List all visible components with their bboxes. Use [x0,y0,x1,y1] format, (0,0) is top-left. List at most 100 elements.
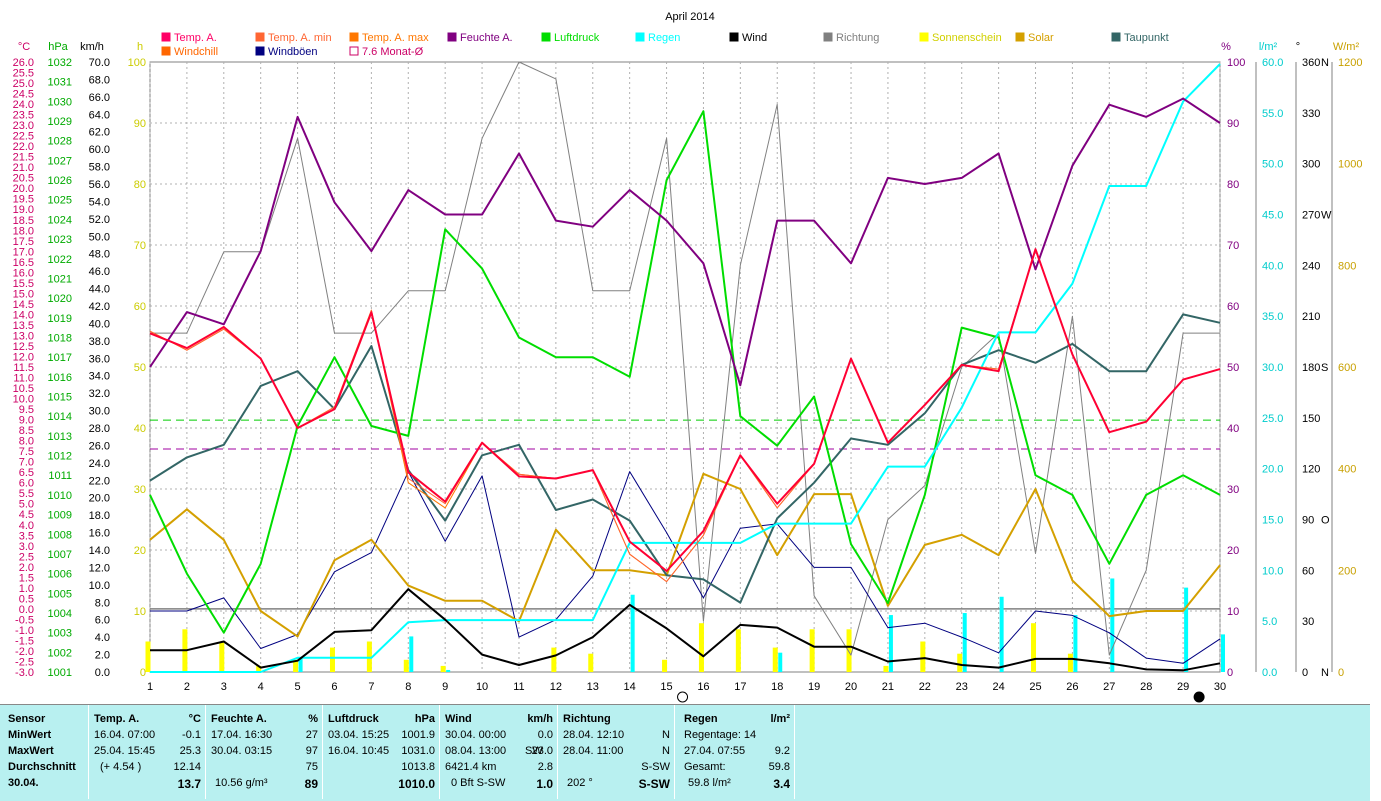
pressure-axis-tick: 1011 [48,470,72,482]
x-tick-label: 29 [1177,681,1189,693]
rain-days: Regentage: 14 [684,729,757,741]
x-tick-label: 23 [956,681,968,693]
bar-sonnenschein [1067,653,1073,672]
rain-axis-tick: 0.0 [1262,667,1277,679]
temp-title: Temp. A. [94,713,140,725]
wind-axis-tick: 20.0 [89,493,110,505]
temp-axis-tick: 19.0 [13,204,34,216]
humidity-unit: % [308,713,318,725]
bar-sonnenschein [219,641,225,672]
temp-axis-tick: 3.5 [19,530,34,542]
legend-label: Temp. A. min [268,32,332,44]
humidity-min-val: 27 [305,729,318,741]
x-tick-label: 30 [1214,681,1226,693]
legend-swatch [541,32,551,42]
legend-swatch [255,32,265,42]
bar-sonnenschein [256,665,262,672]
sun-axis-tick: 30 [134,484,146,496]
pressure-axis-tick: 1001 [48,667,72,679]
humidity-avg-val: 75 [305,761,318,773]
x-tick-label: 14 [624,681,636,693]
temp-axis-tick: 1.0 [19,583,34,595]
temp-axis-tick: 0.5 [19,593,34,605]
temp-axis-tick: 18.0 [13,225,34,237]
wind-unit: km/h [527,713,553,725]
direction-axis-tick: 150 [1302,413,1320,425]
stats-labels: Sensor MinWert MaxWert Durchschnitt 30.0… [0,705,89,799]
bar-sonnenschein [920,641,926,672]
wind-axis-tick: 32.0 [89,388,110,400]
temp-axis-tick: 2.0 [19,562,34,574]
humidity-max-val: 97 [305,745,318,757]
x-tick-label: 22 [919,681,931,693]
bar-sonnenschein [698,623,704,672]
bar-regen [1073,615,1078,672]
humidity-axis-tick: 20 [1227,545,1239,557]
new-moon-icon [1193,691,1205,703]
wind-max-time: 08.04. 13:00 [445,745,507,757]
bar-regen [1110,578,1115,672]
wind-axis-tick: 16.0 [89,528,110,540]
rain-axis-tick: 10.0 [1262,565,1283,577]
pressure-axis-tick: 1007 [48,549,72,561]
temp-axis-tick: 22.5 [13,131,34,143]
bar-sonnenschein [772,647,778,672]
x-tick-label: 20 [845,681,857,693]
wind-axis-tick: 64.0 [89,109,110,121]
direction-axis-tick: 360 [1302,57,1320,69]
pressure-axis-tick: 1025 [48,195,72,207]
bar-regen [630,594,635,672]
legend-swatch [161,32,171,42]
temp-axis-tick: 6.5 [19,467,34,479]
legend-label: Temp. A. max [362,32,429,44]
wind-axis-tick: 28.0 [89,423,110,435]
legend-label: Windböen [268,46,318,58]
humidity-axis-tick: 0 [1227,667,1233,679]
sun-axis-tick: 60 [134,301,146,313]
direction-min-val: N [662,729,670,741]
humidity-axis-tick: 40 [1227,423,1239,435]
bar-regen [1221,634,1225,672]
wind-axis-tick: 2.0 [95,650,110,662]
bar-sonnenschein [662,659,668,672]
solar-axis-tick: 600 [1338,362,1356,374]
temp-unit: °C [188,713,201,725]
bar-regen [999,596,1004,672]
temp-axis-tick: 7.5 [19,446,34,458]
temp-avg-val: 12.14 [173,761,201,773]
direction-compass-label: N [1321,667,1329,679]
bar-regen [778,652,783,672]
direction-axis-tick: 240 [1302,260,1320,272]
rain-axis-tick: 40.0 [1262,260,1283,272]
solar-axis-tick: 1000 [1338,159,1362,171]
temp-axis-tick: 9.0 [19,415,34,427]
humidity-axis-tick: 30 [1227,484,1239,496]
full-moon-icon [677,691,689,703]
legend-swatch [823,32,833,42]
wind-axis-tick: 14.0 [89,545,110,557]
bar-regen [298,657,303,672]
wind-axis-tick: 30.0 [89,406,110,418]
wind-axis-tick: 66.0 [89,92,110,104]
rain-axis-tick: 55.0 [1262,108,1283,120]
rain-unit-label: l/m² [1259,41,1278,53]
wind-axis-tick: 54.0 [89,196,110,208]
temp-axis-tick: -0.5 [15,614,34,626]
wind-max-dir: SW [525,745,543,757]
bar-sonnenschein [883,665,889,672]
sun-axis-tick: 50 [134,362,146,374]
humidity-min-time: 17.04. 16:30 [211,729,273,741]
pressure-min-val: 1001.9 [401,729,435,741]
rain-day-val: 3.4 [773,777,790,791]
pressure-axis-tick: 1004 [48,608,72,620]
x-tick-label: 2 [184,681,190,693]
legend-label: Richtung [836,32,879,44]
temp-axis-tick: 4.5 [19,509,34,521]
wind-max-val: 23.0 [531,745,553,757]
temp-axis-tick: 13.0 [13,330,34,342]
direction-min-time: 28.04. 12:10 [563,729,625,741]
direction-max-val: N [662,745,670,757]
legend-swatch [349,32,359,42]
direction-axis-tick: 180 [1302,362,1320,374]
pressure-avg-val: 1013.8 [401,761,435,773]
